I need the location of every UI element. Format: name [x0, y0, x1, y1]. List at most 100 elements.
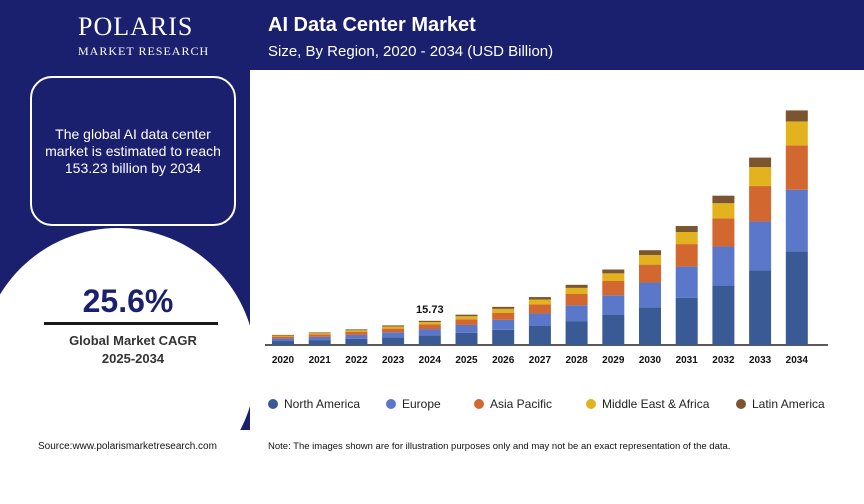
x-tick-label: 2033 [749, 355, 772, 366]
bar-segment-2020-asia-pacific [272, 336, 294, 339]
x-tick-label: 2029 [602, 355, 625, 366]
x-tick-label: 2026 [492, 355, 515, 366]
legend-item: Asia Pacific [474, 397, 586, 411]
cagr-value: 25.6% [82, 283, 174, 319]
bar-segment-2026-north-america [492, 329, 515, 345]
bar-segment-2030-asia-pacific [639, 264, 661, 283]
bar-segment-2029-asia-pacific [602, 280, 625, 296]
x-tick-label: 2022 [345, 355, 368, 366]
legend-label: Europe [402, 397, 441, 411]
bar-segment-2029-europe [602, 295, 625, 315]
bar-segment-2027-europe [528, 313, 551, 327]
bar-segment-2033-asia-pacific [749, 186, 772, 222]
bar-segment-2022-north-america [345, 338, 368, 345]
legend-item: Middle East & Africa [586, 397, 736, 411]
bar-segment-2033-north-america [749, 270, 772, 345]
bar-segment-2021-middle-east-africa [308, 333, 331, 335]
legend-item: Latin America [736, 397, 836, 411]
bar-segment-2032-latin-america [712, 195, 735, 204]
bar-segment-2024-middle-east-africa [418, 322, 441, 325]
bar-segment-2029-north-america [602, 314, 625, 345]
logo-name: POLARIS [78, 12, 194, 41]
bar-segment-2034-asia-pacific [785, 145, 808, 190]
bar-segment-2026-middle-east-africa [492, 308, 515, 313]
bar-segment-2027-asia-pacific [528, 304, 551, 314]
bar-segment-2020-north-america [272, 341, 294, 345]
bar-segment-2020-latin-america [272, 334, 294, 336]
bar-segment-2021-north-america [308, 340, 331, 345]
bar-segment-2031-north-america [675, 297, 698, 345]
x-tick-label: 2028 [565, 355, 588, 366]
bar-segment-2031-asia-pacific [675, 244, 698, 267]
bar-segment-2024-asia-pacific [418, 324, 441, 330]
chart-subtitle: Size, By Region, 2020 - 2034 (USD Billio… [268, 43, 554, 60]
bar-segment-2030-europe [639, 282, 661, 308]
bar-segment-2026-latin-america [492, 306, 515, 309]
bar-segment-2021-latin-america [308, 332, 331, 334]
bar-segment-2020-europe [272, 338, 294, 342]
cagr-divider [44, 322, 218, 325]
bar-segment-2029-latin-america [602, 269, 625, 274]
bar-segment-2024-europe [418, 329, 441, 336]
note-text: Note: The images shown are for illustrat… [268, 441, 731, 452]
bar-segment-2032-middle-east-africa [712, 203, 735, 219]
bar-segment-2026-asia-pacific [492, 312, 515, 320]
bar-segment-2034-north-america [785, 251, 808, 345]
bar-segment-2026-europe [492, 319, 515, 330]
data-label-2024: 15.73 [416, 304, 444, 316]
logo-tagline: MARKET RESEARCH [78, 44, 210, 58]
chart-title: AI Data Center Market [268, 14, 476, 36]
x-tick-label: 2021 [309, 355, 332, 366]
bar-segment-2025-europe [455, 324, 478, 333]
stacked-bar-chart: 2020 2021 2022 2023 2024 15.73 2025 2026 2027 202… [265, 110, 828, 366]
source-text: Source:www.polarismarketresearch.com [38, 441, 217, 452]
legend-swatch [586, 399, 596, 409]
legend-swatch [736, 399, 746, 409]
bar-segment-2024-latin-america [418, 320, 441, 323]
x-tick-label: 2030 [639, 355, 662, 366]
x-tick-label: 2024 [419, 355, 442, 366]
bar-segment-2023-europe [382, 332, 405, 338]
bar-segment-2031-europe [675, 266, 698, 298]
legend-item: Europe [386, 397, 474, 411]
cagr-label-line2: 2025-2034 [101, 351, 165, 366]
x-tick-label: 2027 [529, 355, 552, 366]
x-tick-label: 2023 [382, 355, 405, 366]
bar-segment-2030-latin-america [639, 250, 661, 255]
bar-segment-2027-north-america [528, 326, 551, 345]
bar-segment-2032-europe [712, 246, 735, 286]
bar-segment-2033-latin-america [749, 157, 772, 168]
bar-segment-2034-europe [785, 189, 808, 252]
x-tick-label: 2031 [676, 355, 699, 366]
info-text: The global AI data center market is esti… [45, 125, 221, 176]
bar-segment-2032-north-america [712, 285, 735, 345]
x-tick-label: 2020 [272, 355, 295, 366]
bar-segment-2023-latin-america [382, 325, 405, 327]
legend-label: Latin America [752, 397, 825, 411]
bar-segment-2024-north-america [418, 335, 441, 345]
bar-segment-2022-latin-america [345, 329, 368, 331]
legend-swatch [474, 399, 484, 409]
bar-segment-2021-europe [308, 336, 331, 341]
legend-label: Asia Pacific [490, 397, 553, 411]
bar-segment-2023-middle-east-africa [382, 326, 405, 329]
x-tick-label: 2032 [712, 355, 735, 366]
cagr-label: Global Market CAGR 2025-2034 [20, 332, 246, 368]
bar-segment-2031-latin-america [675, 226, 698, 232]
bar-segment-2025-latin-america [455, 314, 478, 317]
bar-segment-2028-europe [565, 305, 588, 322]
bar-segment-2023-north-america [382, 337, 405, 345]
bar-segment-2028-north-america [565, 321, 588, 345]
bar-segment-2028-middle-east-africa [565, 287, 588, 295]
bar-segment-2021-asia-pacific [308, 334, 331, 337]
bar-segment-2025-asia-pacific [455, 319, 478, 325]
bar-segment-2032-asia-pacific [712, 218, 735, 247]
bar-segment-2033-europe [749, 221, 772, 271]
bar-segment-2033-middle-east-africa [749, 167, 772, 187]
bar-segment-2031-middle-east-africa [675, 231, 698, 245]
logo: POLARIS MARKET RESEARCH [78, 14, 209, 59]
chart-legend: North America Europe Asia Pacific Middle Ea… [268, 397, 836, 411]
bar-segment-2028-asia-pacific [565, 294, 588, 306]
legend-label: Middle East & Africa [602, 397, 710, 411]
bar-segment-2030-north-america [639, 307, 661, 345]
